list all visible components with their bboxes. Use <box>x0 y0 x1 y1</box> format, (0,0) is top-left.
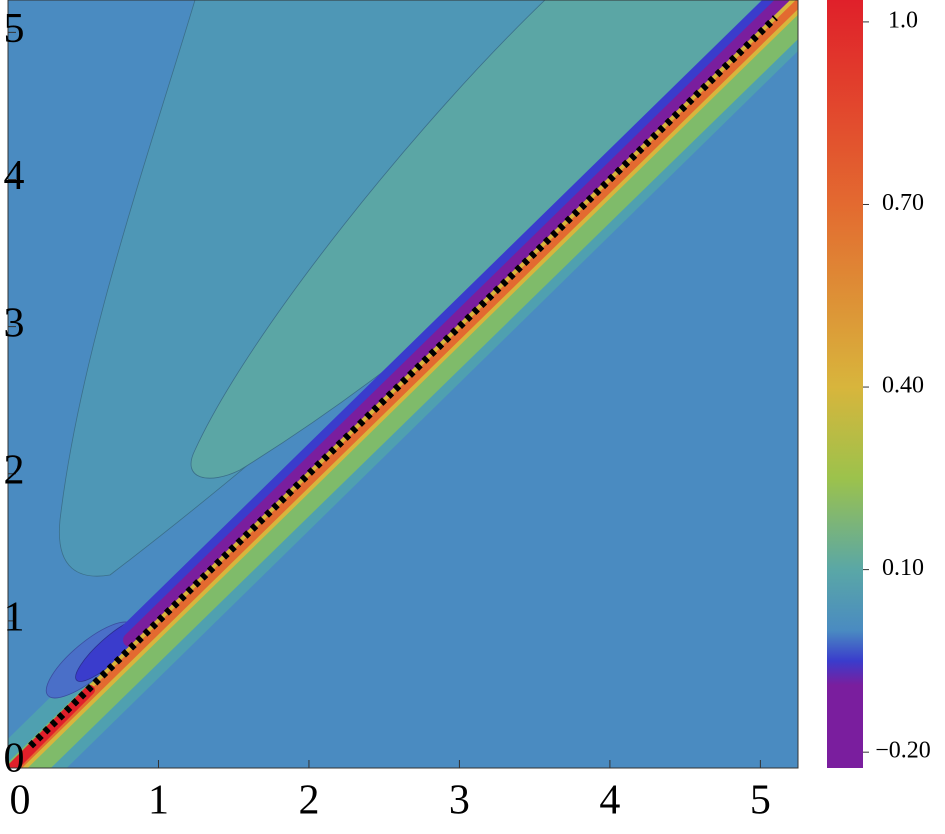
x-tick-label: 0 <box>10 778 31 824</box>
colorbar <box>827 0 863 768</box>
colorbar-tick-label: 1.0 <box>888 7 918 33</box>
y-tick-label: 0 <box>4 736 25 782</box>
colorbar-tick-label: 0.40 <box>882 373 924 399</box>
y-tick-label: 1 <box>4 595 25 641</box>
contour-band <box>10 0 798 768</box>
x-tick-label: 2 <box>298 778 319 824</box>
x-tick-label: 5 <box>750 778 771 824</box>
y-tick-label: 2 <box>4 447 25 493</box>
x-tick-label: 1 <box>148 778 169 824</box>
plot-frame <box>7 0 799 769</box>
colorbar-tick-label: 0.70 <box>882 190 924 216</box>
y-tick-label: 3 <box>4 300 25 346</box>
x-tick-label: 3 <box>449 778 470 824</box>
colorbar-tick-label: −0.20 <box>875 738 931 764</box>
y-tick-label: 5 <box>4 6 25 52</box>
y-tick-label: 4 <box>4 153 25 199</box>
contour-band <box>123 0 795 647</box>
dashed-line <box>28 15 778 749</box>
x-tick-label: 4 <box>599 778 620 824</box>
colorbar-tick-label: 0.10 <box>882 555 924 581</box>
contour-field <box>8 0 798 768</box>
